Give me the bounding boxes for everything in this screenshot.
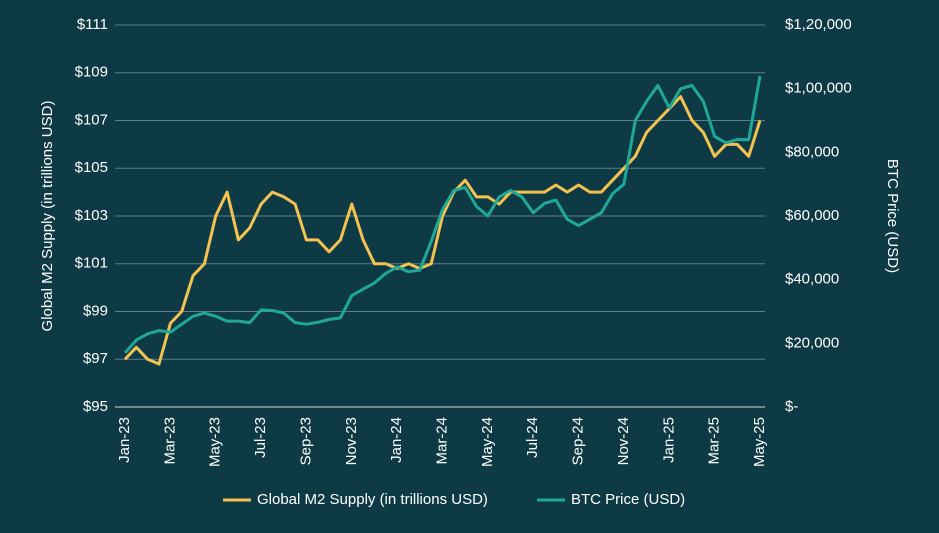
x-tick-label: Sep-24 <box>570 417 587 465</box>
y2-axis-title: BTC Price (USD) <box>884 159 901 273</box>
y2-tick-label: $40,000 <box>785 271 839 288</box>
x-tick-label: May-24 <box>479 417 496 467</box>
y-tick-label: $97 <box>83 350 108 367</box>
x-tick-label: Sep-23 <box>297 417 314 465</box>
x-tick-label: Jan-23 <box>116 417 133 463</box>
y-tick-label: $107 <box>75 111 108 128</box>
x-tick-label: Jul-23 <box>252 417 269 458</box>
x-tick-label: Nov-24 <box>615 417 632 465</box>
x-tick-label: May-23 <box>207 417 224 467</box>
x-tick-label: May-25 <box>751 417 768 467</box>
y2-tick-label: $1,00,000 <box>785 80 852 97</box>
y-tick-label: $111 <box>77 16 108 33</box>
x-tick-label: Jul-24 <box>524 417 541 458</box>
y-tick-label: $105 <box>75 159 108 176</box>
x-tick-label: Nov-23 <box>343 417 360 465</box>
x-tick-label: Mar-25 <box>706 417 723 465</box>
x-tick-label: Mar-24 <box>433 417 450 465</box>
line-series <box>123 95 762 366</box>
y-axis-title: Global M2 Supply (in trillions USD) <box>39 101 56 332</box>
y-tick-label: $101 <box>75 255 108 272</box>
y-tick-label: $99 <box>83 302 108 319</box>
y2-tick-label: $1,20,000 <box>785 16 852 33</box>
x-tick-label: Jan-24 <box>388 417 405 463</box>
legend-label: Global M2 Supply (in trillions USD) <box>257 491 488 508</box>
y-tick-label: $103 <box>75 207 108 224</box>
legend-label: BTC Price (USD) <box>571 491 685 508</box>
x-tick-label: Jan-25 <box>660 417 677 463</box>
y-tick-label: $109 <box>75 64 108 81</box>
y2-tick-label: $- <box>785 398 798 415</box>
y2-tick-label: $20,000 <box>785 334 839 351</box>
x-tick-label: Mar-23 <box>161 417 178 465</box>
y-tick-label: $95 <box>83 398 108 415</box>
y2-tick-label: $80,000 <box>785 143 839 160</box>
y2-tick-label: $60,000 <box>785 207 839 224</box>
line-series <box>123 75 762 354</box>
